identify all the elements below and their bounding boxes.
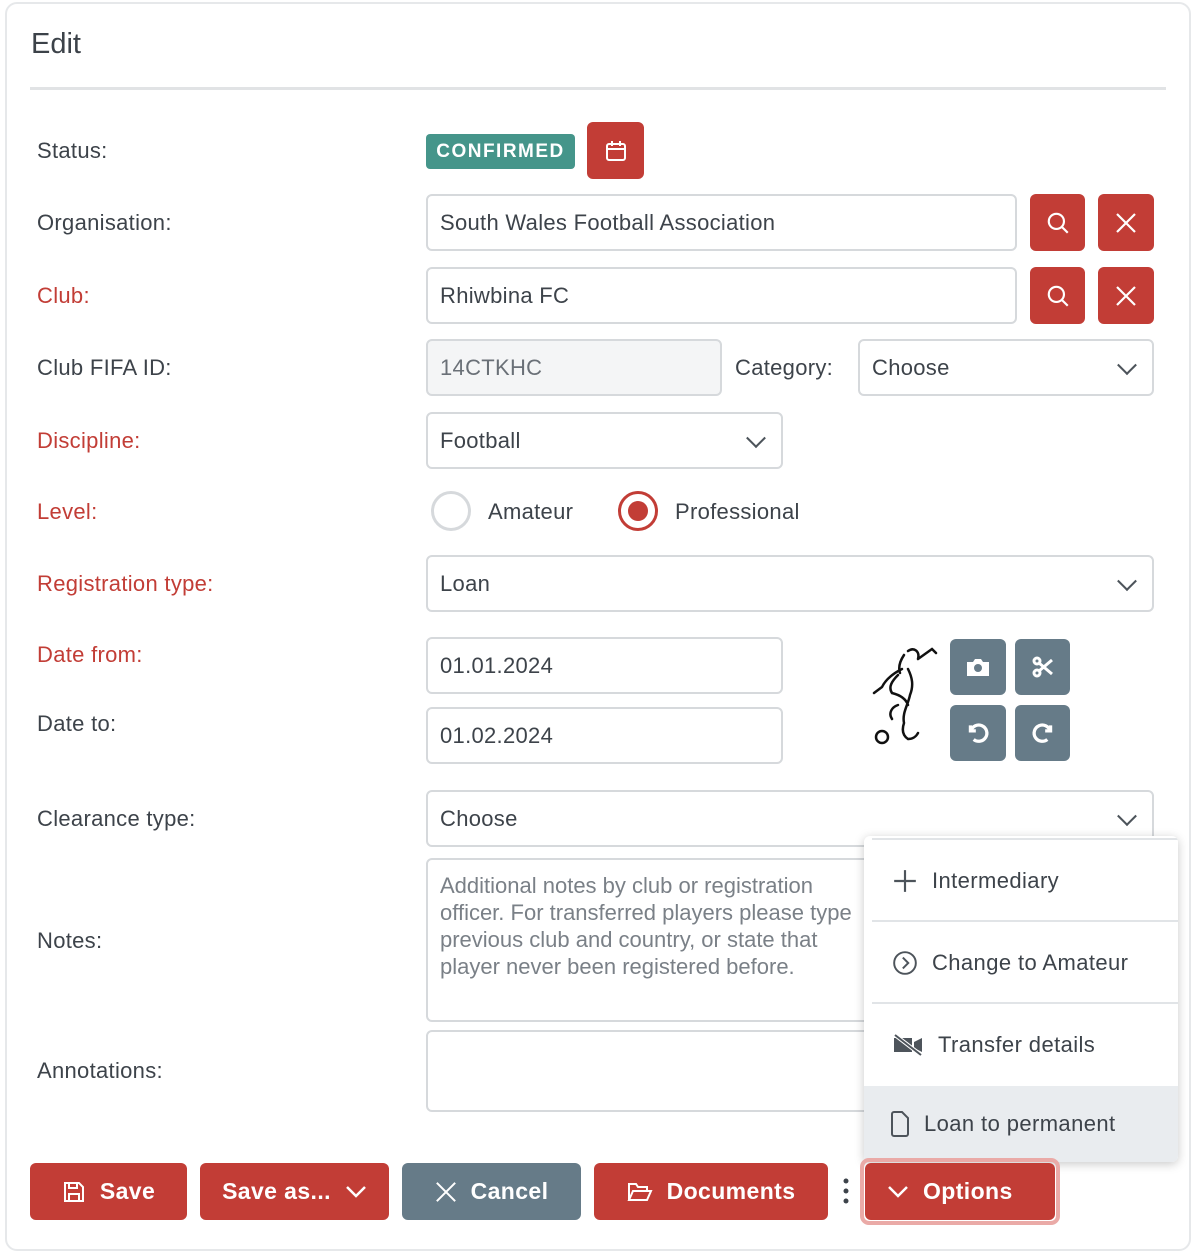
folder-open-icon	[627, 1181, 653, 1203]
registration-type-select[interactable]: Loan	[426, 555, 1154, 612]
category-value: Choose	[872, 354, 950, 380]
menu-divider	[872, 838, 1178, 840]
cancel-button[interactable]: Cancel	[402, 1163, 581, 1220]
level-label: Level:	[37, 499, 98, 524]
menu-divider	[872, 1002, 1178, 1004]
status-badge: CONFIRMED	[426, 134, 575, 169]
notes-textarea[interactable]: Additional notes by club or registration…	[426, 858, 1154, 1022]
discipline-value: Football	[440, 427, 521, 453]
options-menu: Intermediary Change to Amateur Transfer …	[864, 836, 1178, 1162]
organisation-label: Organisation:	[37, 210, 172, 235]
close-icon	[1114, 284, 1138, 308]
close-icon	[1114, 211, 1138, 235]
options-label: Options	[923, 1178, 1013, 1204]
file-icon	[890, 1111, 910, 1137]
organisation-search-button[interactable]	[1030, 194, 1085, 251]
club-fifa-id-label: Club FIFA ID:	[37, 355, 172, 380]
club-search-button[interactable]	[1030, 267, 1085, 324]
save-as-label: Save as...	[222, 1178, 331, 1204]
video-slash-icon	[892, 1034, 924, 1056]
date-to-label: Date to:	[37, 711, 117, 736]
level-radio-amateur[interactable]	[431, 491, 471, 531]
chevron-down-icon	[887, 1185, 909, 1199]
menu-item-label: Loan to permanent	[924, 1111, 1116, 1136]
menu-item-intermediary[interactable]: Intermediary	[864, 840, 1178, 922]
documents-button[interactable]: Documents	[594, 1163, 828, 1220]
more-options-icon[interactable]	[840, 1177, 852, 1205]
calendar-icon	[604, 139, 628, 163]
chevron-down-icon	[1117, 805, 1137, 826]
menu-item-loan-to-permanent[interactable]: Loan to permanent	[864, 1086, 1178, 1162]
documents-label: Documents	[666, 1178, 796, 1204]
notes-label: Notes:	[37, 928, 103, 953]
menu-item-label: Change to Amateur	[932, 950, 1129, 975]
chevron-circle-right-icon	[892, 950, 918, 976]
cancel-label: Cancel	[470, 1178, 549, 1204]
crop-button[interactable]	[1015, 639, 1070, 695]
level-professional-label[interactable]: Professional	[675, 499, 800, 524]
annotations-label: Annotations:	[37, 1058, 163, 1083]
status-label: Status:	[37, 138, 108, 163]
clearance-type-select[interactable]: Choose	[426, 790, 1154, 847]
menu-item-label: Intermediary	[932, 868, 1060, 893]
club-clear-button[interactable]	[1098, 267, 1154, 324]
edit-card	[5, 2, 1191, 1251]
menu-item-change-to-amateur[interactable]: Change to Amateur	[864, 922, 1178, 1004]
options-button[interactable]: Options	[865, 1163, 1055, 1220]
camera-icon	[965, 656, 991, 678]
date-to-input[interactable]: 01.02.2024	[426, 707, 783, 764]
scissors-icon	[1031, 655, 1055, 679]
page-title: Edit	[31, 28, 81, 60]
organisation-input[interactable]: South Wales Football Association	[426, 194, 1017, 251]
search-icon	[1045, 210, 1071, 236]
menu-item-label: Transfer details	[938, 1032, 1096, 1057]
notes-placeholder: Additional notes by club or registration…	[440, 873, 852, 979]
registration-type-value: Loan	[440, 570, 491, 596]
divider	[30, 87, 1166, 90]
registration-type-label: Registration type:	[37, 571, 214, 596]
close-icon	[435, 1181, 457, 1203]
club-label: Club:	[37, 283, 90, 308]
camera-button[interactable]	[950, 639, 1006, 695]
menu-divider	[872, 920, 1178, 922]
save-button[interactable]: Save	[30, 1163, 187, 1220]
discipline-select[interactable]: Football	[426, 412, 783, 469]
search-icon	[1045, 283, 1071, 309]
date-from-label: Date from:	[37, 642, 143, 667]
organisation-clear-button[interactable]	[1098, 194, 1154, 251]
club-input[interactable]: Rhiwbina FC	[426, 267, 1017, 324]
rotate-right-icon	[1030, 720, 1056, 746]
chevron-down-icon	[746, 427, 766, 448]
level-amateur-label[interactable]: Amateur	[488, 499, 574, 524]
level-radio-professional[interactable]	[618, 491, 658, 531]
chevron-down-icon	[1117, 354, 1137, 375]
discipline-label: Discipline:	[37, 428, 141, 453]
save-label: Save	[99, 1178, 156, 1204]
category-select[interactable]: Choose	[858, 339, 1154, 396]
category-label: Category:	[735, 355, 834, 380]
menu-item-transfer-details[interactable]: Transfer details	[864, 1004, 1178, 1086]
plus-icon	[892, 868, 918, 894]
rotate-left-button[interactable]	[950, 705, 1006, 761]
clearance-type-label: Clearance type:	[37, 806, 196, 831]
options-focus-ring	[860, 1158, 1060, 1225]
calendar-button[interactable]	[587, 122, 644, 179]
chevron-down-icon	[1117, 570, 1137, 591]
rotate-right-button[interactable]	[1015, 705, 1070, 761]
club-fifa-id-input: 14CTKHC	[426, 339, 722, 396]
player-photo	[868, 645, 940, 750]
save-as-button[interactable]: Save as...	[200, 1163, 389, 1220]
chevron-down-icon	[345, 1185, 367, 1199]
save-icon	[62, 1180, 86, 1204]
clearance-type-value: Choose	[440, 805, 518, 831]
date-from-input[interactable]: 01.01.2024	[426, 637, 783, 694]
rotate-left-icon	[965, 720, 991, 746]
